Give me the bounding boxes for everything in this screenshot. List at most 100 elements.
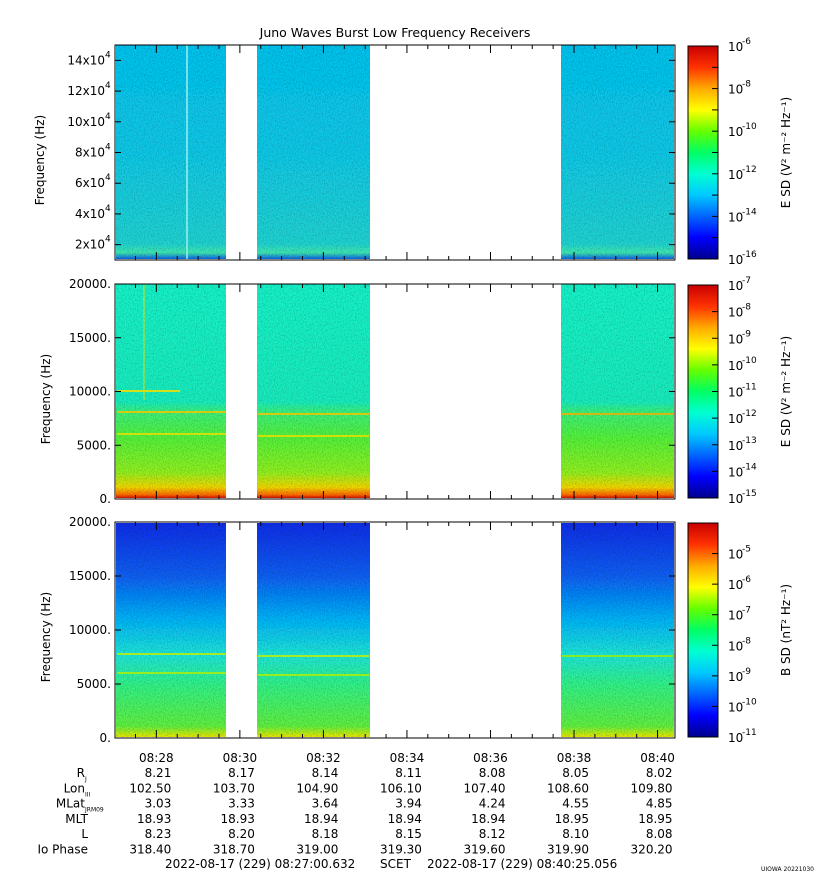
y-tick-label: 0. [100, 492, 111, 506]
colorbar-tick-label: 10 [728, 731, 743, 745]
y-tick-label: 5000. [77, 677, 111, 691]
ephemeris-value: 18.94 [471, 812, 505, 826]
ephemeris-table: R J 8.21 8.17 8.14 8.11 8.08 8.05 8.02 Lon III 102.… [37, 766, 672, 857]
ephemeris-value: 8.15 [395, 827, 422, 841]
ephemeris-value: 104.90 [296, 781, 338, 795]
ephemeris-row-label: L [81, 827, 88, 841]
ephemeris-value: 18.93 [137, 812, 171, 826]
colorbar-tick-label: 10 [728, 439, 743, 453]
ephemeris-value: 8.02 [646, 766, 673, 780]
colorbar-tick-exponent: -7 [742, 606, 751, 616]
colorbar-tick-exponent: -7 [742, 276, 751, 286]
ephemeris-value: 108.60 [547, 781, 589, 795]
panel-2-x-ticks [134, 284, 659, 499]
panel-1-ylabel: Frequency (Hz) [33, 115, 47, 206]
ephemeris-value: 107.40 [463, 781, 505, 795]
colorbar-tick-exponent: -8 [742, 80, 751, 90]
y-tick-label: 2x10 [75, 238, 105, 252]
colorbar-tick-exponent: -9 [742, 329, 751, 339]
ephemeris-value: 8.11 [395, 766, 422, 780]
y-tick-label: 10000. [69, 385, 111, 399]
colorbar-tick-label: 10 [728, 168, 743, 182]
colorbar-tick-label: 10 [728, 279, 743, 293]
colorbar-tick-label: 10 [728, 386, 743, 400]
footer: 2022-08-17 (229) 08:27:00.632 SCET 2022-… [165, 857, 814, 873]
colorbar-tick-exponent: -6 [742, 575, 751, 585]
ephemeris-value: 8.05 [562, 766, 589, 780]
colorbar-tick-exponent: -15 [742, 489, 757, 499]
y-tick-label: 15000. [69, 569, 111, 583]
colorbar-label: B SD (nT² Hz⁻¹) [779, 584, 793, 676]
ephemeris-value: 8.12 [479, 827, 506, 841]
panel-3-block-b [257, 523, 370, 737]
colorbar-gradient [688, 523, 718, 737]
colorbar-tick-exponent: -8 [742, 303, 751, 313]
y-tick-exponent: 4 [105, 143, 111, 153]
ephemeris-value: 8.23 [145, 827, 172, 841]
time-label: 08:30 [223, 751, 258, 765]
ephemeris-value: 4.24 [479, 797, 506, 811]
colorbar-tick-exponent: -16 [742, 250, 757, 260]
panel-3-y-axis: 0. 5000. 10000. 15000. 20000. [69, 515, 675, 745]
ephemeris-value: 8.14 [312, 766, 339, 780]
panel-2-y-axis: 0. 5000. 10000. 15000. 20000. [69, 277, 675, 506]
time-label: 08:28 [139, 751, 174, 765]
colorbar-tick-label: 10 [728, 359, 743, 373]
panel-3-block-a [116, 523, 226, 737]
panel-2-data-blocks [116, 284, 674, 498]
y-tick-label: 10000. [69, 623, 111, 637]
colorbar-tick-exponent: -5 [742, 545, 751, 555]
ephemeris-value: 3.94 [395, 797, 422, 811]
colorbar-tick-label: 10 [728, 465, 743, 479]
ephemeris-value: 319.90 [547, 843, 589, 857]
ephemeris-value: 18.94 [304, 812, 338, 826]
colorbar-tick-label: 10 [728, 332, 743, 346]
figure-title: Juno Waves Burst Low Frequency Receivers [259, 25, 531, 40]
y-tick-exponent: 4 [105, 50, 111, 60]
y-tick-exponent: 4 [105, 112, 111, 122]
ephemeris-value: 102.50 [129, 781, 171, 795]
ephemeris-value: 4.85 [646, 797, 673, 811]
panel-3-data-blocks [116, 523, 674, 737]
colorbar-tick-exponent: -10 [742, 356, 757, 366]
colorbar-tick-exponent: -12 [742, 165, 757, 175]
colorbar-tick-exponent: -14 [742, 207, 757, 217]
panel-3-x-ticks [134, 522, 659, 738]
ephemeris-row-subscript: III [85, 791, 91, 798]
y-tick-exponent: 4 [105, 204, 111, 214]
colorbar-tick-exponent: -11 [742, 728, 757, 738]
colorbar-tick-label: 10 [728, 306, 743, 320]
ephemeris-value: 319.00 [296, 843, 338, 857]
y-tick-exponent: 4 [105, 173, 111, 183]
colorbar-tick-exponent: -10 [742, 697, 757, 707]
ephemeris-value: 8.21 [145, 766, 172, 780]
ephemeris-row-subscript: JRM09 [84, 807, 104, 814]
colorbar-label: E SD (V² m⁻² Hz⁻¹) [779, 336, 793, 447]
ephemeris-row-label: R [77, 766, 85, 780]
y-tick-label: 20000. [69, 515, 111, 529]
panel-1-x-ticks [134, 45, 659, 260]
ephemeris-value: 18.93 [221, 812, 255, 826]
ephemeris-row-label: Lon [64, 781, 85, 795]
colorbar-tick-exponent: -9 [742, 667, 751, 677]
colorbar-tick-exponent: -6 [742, 37, 751, 47]
colorbar-tick-label: 10 [728, 253, 743, 267]
time-label: 08:34 [390, 751, 425, 765]
ephemeris-value: 319.60 [463, 843, 505, 857]
y-tick-label: 12x10 [67, 84, 105, 98]
ephemeris-value: 106.10 [380, 781, 422, 795]
ephemeris-value: 8.18 [312, 827, 339, 841]
colorbar-tick-label: 10 [728, 210, 743, 224]
footer-scet-label: SCET [380, 857, 412, 871]
colorbar-tick-label: 10 [728, 412, 743, 426]
colorbar-tick-label: 10 [728, 639, 743, 653]
colorbar-tick-label: 10 [728, 125, 743, 139]
ephemeris-value: 8.10 [562, 827, 589, 841]
colorbar-tick-label: 10 [728, 578, 743, 592]
colorbar-label: E SD (V² m⁻² Hz⁻¹) [779, 97, 793, 208]
panel-3-magnetic: 0. 5000. 10000. 15000. 20000. Frequency (Hz)… [39, 515, 793, 745]
colorbar-tick-exponent: -8 [742, 636, 751, 646]
colorbar-frame [687, 522, 719, 738]
